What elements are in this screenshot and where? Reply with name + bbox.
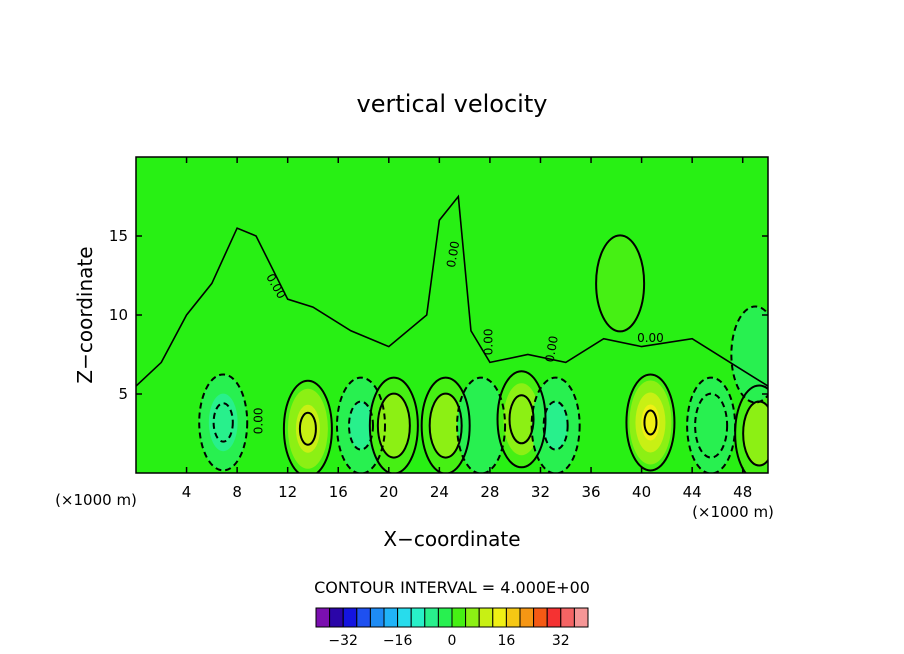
colorbar-swatch xyxy=(519,607,535,628)
x-tick-label: 24 xyxy=(430,483,449,501)
contour-label: 0.00 xyxy=(542,335,560,364)
x-unit-right: (×1000 m) xyxy=(692,503,774,521)
x-tick-label: 4 xyxy=(182,483,192,501)
contour-line xyxy=(298,411,317,446)
colorbar-swatch xyxy=(383,607,399,628)
contour-region xyxy=(457,377,506,473)
colorbar-swatch xyxy=(451,607,467,628)
contour-line xyxy=(643,409,658,436)
contour-line xyxy=(595,234,646,333)
zero-contour-line xyxy=(136,194,768,387)
contour-interval-text: CONTOUR INTERVAL = 4.000E+00 xyxy=(314,578,590,597)
contour-line xyxy=(730,305,768,404)
colorbar-swatch xyxy=(356,607,371,628)
colorbar-swatch xyxy=(397,607,412,628)
contour-line xyxy=(456,376,507,473)
x-unit-left: (×1000 m) xyxy=(55,491,137,509)
y-axis-label: Z−coordinate xyxy=(73,246,97,383)
colorbar: −32 −16 0 16 32 xyxy=(315,607,589,649)
contour-label: 0.00 xyxy=(251,408,265,435)
contour-region xyxy=(377,393,410,458)
x-tick-label: 8 xyxy=(232,483,242,501)
contour-region xyxy=(213,403,233,442)
y-tick-label: 15 xyxy=(109,227,128,245)
colorbar-swatch xyxy=(505,607,521,628)
x-tick-label: 16 xyxy=(329,483,348,501)
colorbar-swatch xyxy=(573,607,589,628)
contour-line xyxy=(694,392,729,459)
contour-label: 0.00 xyxy=(444,240,462,269)
contour-region xyxy=(429,393,462,458)
colorbar-swatch xyxy=(410,607,426,628)
contour-line xyxy=(368,376,419,473)
x-tick-label: 36 xyxy=(581,483,600,501)
contour-line xyxy=(282,379,333,473)
contour-line xyxy=(198,373,249,472)
contour-region xyxy=(299,412,316,445)
x-axis-label: X−coordinate xyxy=(383,527,520,551)
x-tick-label: 28 xyxy=(480,483,499,501)
contour-line xyxy=(420,376,471,473)
x-tick-label: 12 xyxy=(278,483,297,501)
x-tick-label: 44 xyxy=(683,483,702,501)
x-tick-label: 32 xyxy=(531,483,550,501)
colorbar-tick-label: 16 xyxy=(497,633,515,649)
y-axis: 5 10 15 xyxy=(109,227,768,403)
colorbar-swatch xyxy=(369,607,385,628)
contour-line xyxy=(496,370,547,469)
contour-label: 0.00 xyxy=(637,331,664,345)
contour-region xyxy=(743,401,768,466)
contour-line xyxy=(625,373,676,472)
contour-region xyxy=(731,306,768,403)
colorbar-swatch xyxy=(437,607,453,628)
colorbar-swatch xyxy=(533,607,548,628)
x-tick-label: 20 xyxy=(379,483,398,501)
contour-region xyxy=(543,401,568,450)
colorbar-swatch xyxy=(560,607,575,628)
x-tick-label: 48 xyxy=(733,483,752,501)
colorbar-tick-label: −16 xyxy=(383,633,413,649)
colorbar-tick-label: 32 xyxy=(552,633,570,649)
contour-region xyxy=(509,395,534,444)
contour-line xyxy=(734,384,768,473)
colorbar-tick-label: 0 xyxy=(448,633,457,649)
colorbar-swatch xyxy=(492,607,507,628)
x-tick-label: 40 xyxy=(632,483,651,501)
colorbar-swatch xyxy=(424,607,439,628)
colorbar-swatch xyxy=(478,607,494,628)
contour-region xyxy=(596,235,645,332)
colorbar-swatch xyxy=(329,607,344,628)
contour-line xyxy=(428,392,463,459)
colorbar-swatch xyxy=(315,607,331,628)
colorbar-swatch xyxy=(465,607,480,628)
contour-region xyxy=(644,410,657,435)
colorbar-swatch xyxy=(546,607,562,628)
contour-line-layer xyxy=(136,194,768,473)
y-tick-label: 10 xyxy=(109,306,128,324)
contour-line xyxy=(347,400,374,451)
contour-line xyxy=(212,402,234,443)
contour-line xyxy=(376,392,411,459)
contour-line xyxy=(335,376,386,473)
y-tick-label: 5 xyxy=(118,385,128,403)
contour-fill-layer xyxy=(199,235,768,473)
colorbar-tick-label: −32 xyxy=(328,633,358,649)
x-axis: 4 8 12 16 20 24 28 32 36 40 44 48 xyxy=(182,157,752,501)
contour-line xyxy=(508,394,535,445)
contour-region xyxy=(348,401,373,450)
contour-label: 0.00 xyxy=(481,329,495,356)
contour-region xyxy=(695,393,728,458)
colorbar-swatch xyxy=(342,607,358,628)
chart-title: vertical velocity xyxy=(357,90,548,118)
contour-line xyxy=(530,376,581,473)
contour-line xyxy=(542,400,569,451)
